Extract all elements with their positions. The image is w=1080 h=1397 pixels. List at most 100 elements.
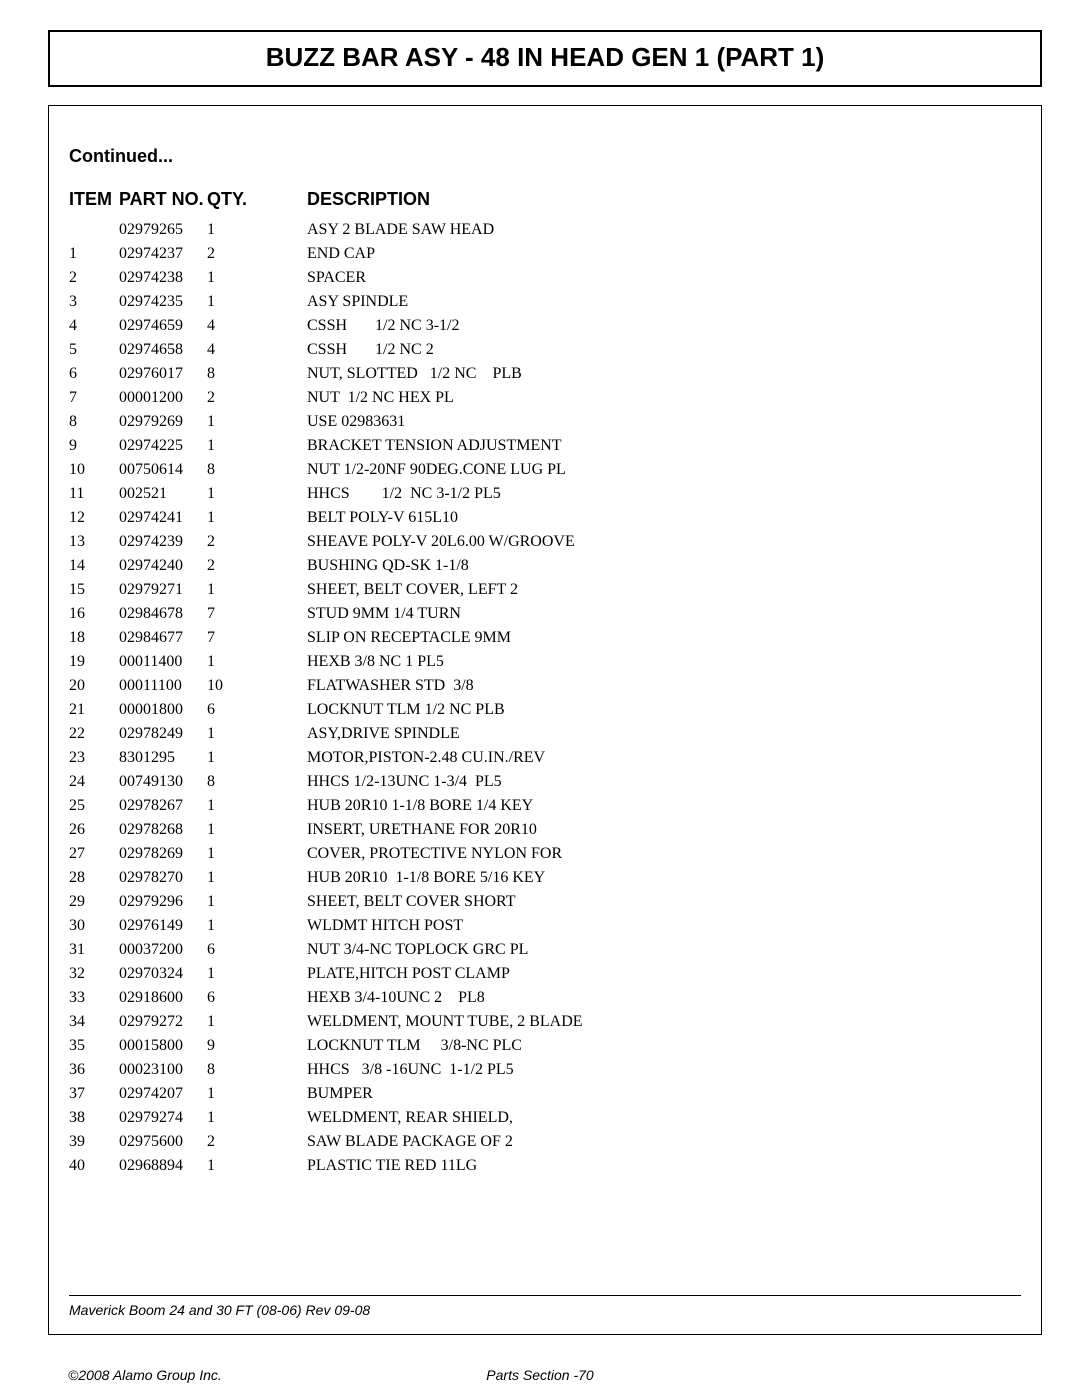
cell-description: INSERT, URETHANE FOR 20R10 bbox=[307, 818, 583, 842]
table-row: 110025211HHCS 1/2 NC 3-1/2 PL5 bbox=[69, 482, 583, 506]
cell-description: SAW BLADE PACKAGE OF 2 bbox=[307, 1130, 583, 1154]
table-row: 24007491308HHCS 1/2-13UNC 1-3/4 PL5 bbox=[69, 770, 583, 794]
cell-description: END CAP bbox=[307, 242, 583, 266]
cell-qty: 8 bbox=[207, 770, 307, 794]
cell-description: PLATE,HITCH POST CLAMP bbox=[307, 962, 583, 986]
cell-partno: 00001200 bbox=[119, 386, 207, 410]
cell-partno: 02979272 bbox=[119, 1010, 207, 1034]
cell-partno: 02974240 bbox=[119, 554, 207, 578]
table-row: 10007506148NUT 1/2-20NF 90DEG.CONE LUG P… bbox=[69, 458, 583, 482]
cell-description: BELT POLY-V 615L10 bbox=[307, 506, 583, 530]
cell-description: COVER, PROTECTIVE NYLON FOR bbox=[307, 842, 583, 866]
table-row: 37029742071BUMPER bbox=[69, 1082, 583, 1106]
cell-item: 33 bbox=[69, 986, 119, 1010]
cell-partno: 02968894 bbox=[119, 1154, 207, 1178]
cell-item: 21 bbox=[69, 698, 119, 722]
cell-item: 11 bbox=[69, 482, 119, 506]
cell-description: WELDMENT, MOUNT TUBE, 2 BLADE bbox=[307, 1010, 583, 1034]
table-row: 30029761491WLDMT HITCH POST bbox=[69, 914, 583, 938]
cell-item: 19 bbox=[69, 650, 119, 674]
cell-item: 29 bbox=[69, 890, 119, 914]
table-row: 4029746594CSSH 1/2 NC 3-1/2 bbox=[69, 314, 583, 338]
table-row: 18029846777SLIP ON RECEPTACLE 9MM bbox=[69, 626, 583, 650]
cell-description: SHEET, BELT COVER, LEFT 2 bbox=[307, 578, 583, 602]
table-row: 29029792961SHEET, BELT COVER SHORT bbox=[69, 890, 583, 914]
table-row: 9029742251BRACKET TENSION ADJUSTMENT bbox=[69, 434, 583, 458]
table-row: 2029742381SPACER bbox=[69, 266, 583, 290]
cell-qty: 1 bbox=[207, 434, 307, 458]
cell-item: 35 bbox=[69, 1034, 119, 1058]
cell-item: 2 bbox=[69, 266, 119, 290]
cell-qty: 1 bbox=[207, 410, 307, 434]
cell-partno: 00011100 bbox=[119, 674, 207, 698]
cell-description: NUT, SLOTTED 1/2 NC PLB bbox=[307, 362, 583, 386]
table-row: 6029760178NUT, SLOTTED 1/2 NC PLB bbox=[69, 362, 583, 386]
cell-partno: 00015800 bbox=[119, 1034, 207, 1058]
cell-qty: 1 bbox=[207, 482, 307, 506]
cell-qty: 4 bbox=[207, 338, 307, 362]
cell-partno: 02979269 bbox=[119, 410, 207, 434]
cell-partno: 8301295 bbox=[119, 746, 207, 770]
cell-partno: 02974207 bbox=[119, 1082, 207, 1106]
cell-item: 18 bbox=[69, 626, 119, 650]
table-header-row: ITEM PART NO. QTY. DESCRIPTION bbox=[69, 189, 583, 218]
cell-qty: 8 bbox=[207, 1058, 307, 1082]
cell-qty: 1 bbox=[207, 506, 307, 530]
footer-document-label: Maverick Boom 24 and 30 FT (08-06) Rev 0… bbox=[69, 1302, 370, 1318]
cell-description: LOCKNUT TLM 3/8-NC PLC bbox=[307, 1034, 583, 1058]
cell-partno: 02974237 bbox=[119, 242, 207, 266]
cell-item: 4 bbox=[69, 314, 119, 338]
cell-qty: 1 bbox=[207, 722, 307, 746]
cell-item: 1 bbox=[69, 242, 119, 266]
cell-partno: 02979296 bbox=[119, 890, 207, 914]
table-row: 40029688941PLASTIC TIE RED 11LG bbox=[69, 1154, 583, 1178]
cell-item: 38 bbox=[69, 1106, 119, 1130]
cell-qty: 7 bbox=[207, 602, 307, 626]
table-row: 13029742392SHEAVE POLY-V 20L6.00 W/GROOV… bbox=[69, 530, 583, 554]
cell-partno: 00749130 bbox=[119, 770, 207, 794]
cell-partno: 00011400 bbox=[119, 650, 207, 674]
cell-qty: 1 bbox=[207, 890, 307, 914]
cell-description: HUB 20R10 1-1/8 BORE 5/16 KEY bbox=[307, 866, 583, 890]
cell-qty: 1 bbox=[207, 650, 307, 674]
cell-partno: 02978249 bbox=[119, 722, 207, 746]
cell-description: ASY SPINDLE bbox=[307, 290, 583, 314]
cell-partno: 02918600 bbox=[119, 986, 207, 1010]
cell-partno: 02979265 bbox=[119, 218, 207, 242]
table-row: 39029756002SAW BLADE PACKAGE OF 2 bbox=[69, 1130, 583, 1154]
cell-item: 30 bbox=[69, 914, 119, 938]
cell-qty: 1 bbox=[207, 578, 307, 602]
footer-divider bbox=[69, 1295, 1021, 1296]
table-row: 029792651ASY 2 BLADE SAW HEAD bbox=[69, 218, 583, 242]
cell-partno: 02978270 bbox=[119, 866, 207, 890]
cell-description: STUD 9MM 1/4 TURN bbox=[307, 602, 583, 626]
cell-partno: 002521 bbox=[119, 482, 207, 506]
cell-item: 16 bbox=[69, 602, 119, 626]
cell-description: HHCS 1/2-13UNC 1-3/4 PL5 bbox=[307, 770, 583, 794]
cell-description: LOCKNUT TLM 1/2 NC PLB bbox=[307, 698, 583, 722]
cell-partno: 00023100 bbox=[119, 1058, 207, 1082]
cell-qty: 7 bbox=[207, 626, 307, 650]
table-row: 26029782681INSERT, URETHANE FOR 20R10 bbox=[69, 818, 583, 842]
cell-description: SPACER bbox=[307, 266, 583, 290]
cell-qty: 6 bbox=[207, 938, 307, 962]
page-title: BUZZ BAR ASY - 48 IN HEAD GEN 1 (PART 1) bbox=[48, 30, 1042, 87]
cell-description: USE 02983631 bbox=[307, 410, 583, 434]
cell-item: 3 bbox=[69, 290, 119, 314]
cell-qty: 8 bbox=[207, 458, 307, 482]
cell-qty: 1 bbox=[207, 218, 307, 242]
cell-description: HUB 20R10 1-1/8 BORE 1/4 KEY bbox=[307, 794, 583, 818]
table-row: 8029792691USE 02983631 bbox=[69, 410, 583, 434]
table-row: 19000114001HEXB 3/8 NC 1 PL5 bbox=[69, 650, 583, 674]
cell-description: HEXB 3/8 NC 1 PL5 bbox=[307, 650, 583, 674]
table-row: 35000158009LOCKNUT TLM 3/8-NC PLC bbox=[69, 1034, 583, 1058]
cell-partno: 02970324 bbox=[119, 962, 207, 986]
cell-description: CSSH 1/2 NC 3-1/2 bbox=[307, 314, 583, 338]
table-row: 5029746584CSSH 1/2 NC 2 bbox=[69, 338, 583, 362]
cell-partno: 02979271 bbox=[119, 578, 207, 602]
cell-partno: 02978269 bbox=[119, 842, 207, 866]
cell-description: PLASTIC TIE RED 11LG bbox=[307, 1154, 583, 1178]
cell-item: 9 bbox=[69, 434, 119, 458]
cell-partno: 02978268 bbox=[119, 818, 207, 842]
cell-qty: 4 bbox=[207, 314, 307, 338]
